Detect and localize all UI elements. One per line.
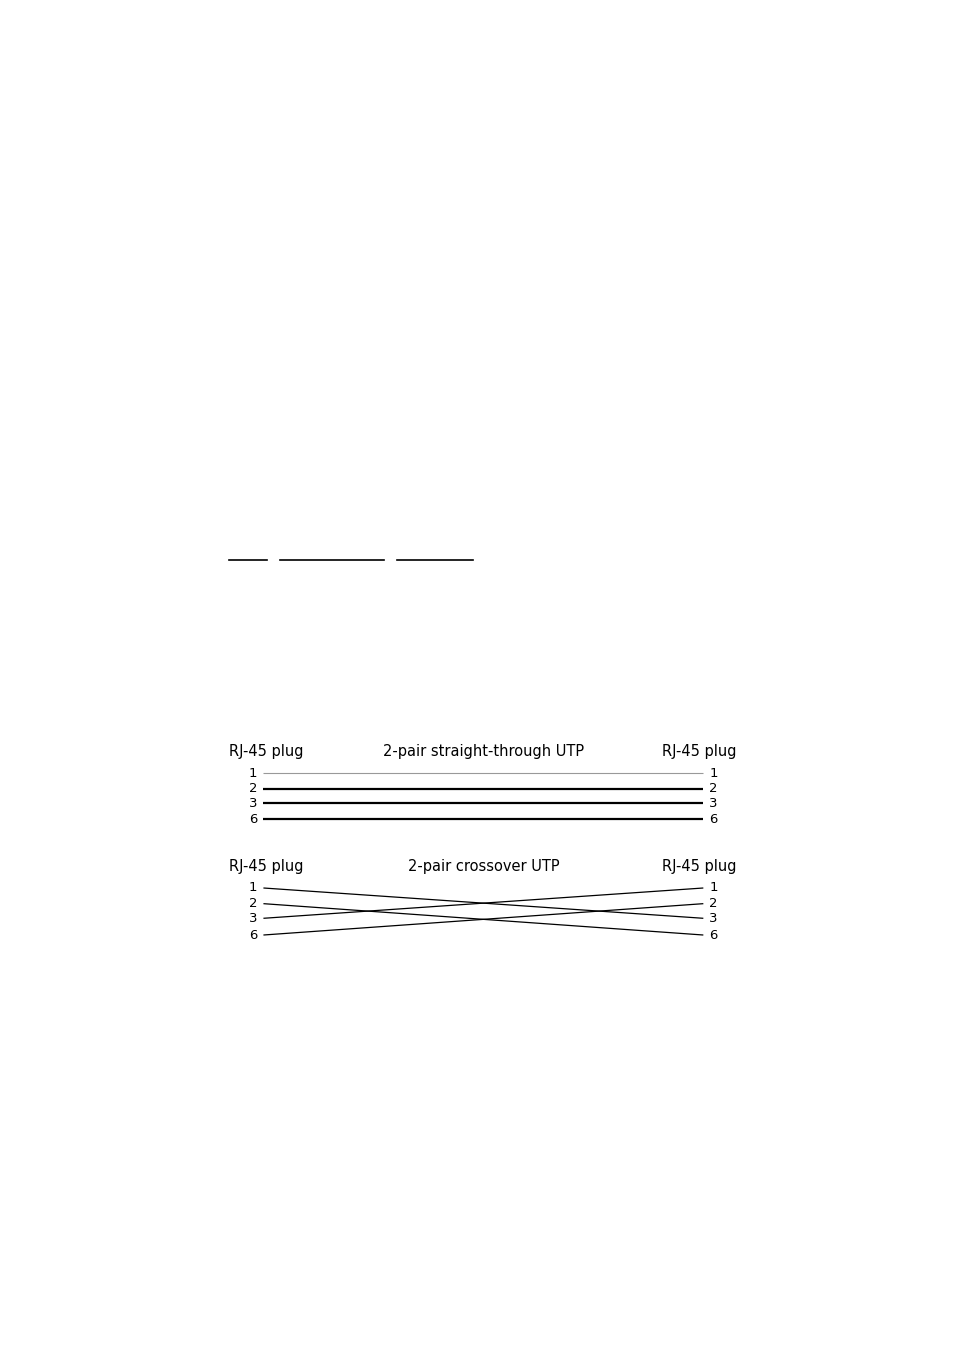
Text: RJ-45 plug: RJ-45 plug <box>661 859 736 874</box>
Text: 1: 1 <box>708 882 717 894</box>
Text: 3: 3 <box>249 797 257 810</box>
Text: 2: 2 <box>249 782 257 795</box>
Text: 6: 6 <box>708 813 717 825</box>
Text: 1: 1 <box>708 767 717 779</box>
Text: 2: 2 <box>249 897 257 911</box>
Text: 2-pair crossover UTP: 2-pair crossover UTP <box>407 859 558 874</box>
Text: 3: 3 <box>249 912 257 924</box>
Text: 6: 6 <box>708 928 717 942</box>
Text: 3: 3 <box>708 797 717 810</box>
Text: 6: 6 <box>249 928 257 942</box>
Text: RJ-45 plug: RJ-45 plug <box>661 744 736 759</box>
Text: RJ-45 plug: RJ-45 plug <box>229 744 303 759</box>
Text: 2: 2 <box>708 782 717 795</box>
Text: 1: 1 <box>249 767 257 779</box>
Text: RJ-45 plug: RJ-45 plug <box>229 859 303 874</box>
Text: 3: 3 <box>708 912 717 924</box>
Text: 6: 6 <box>249 813 257 825</box>
Text: 2-pair straight-through UTP: 2-pair straight-through UTP <box>382 744 583 759</box>
Text: 2: 2 <box>708 897 717 911</box>
Text: 1: 1 <box>249 882 257 894</box>
